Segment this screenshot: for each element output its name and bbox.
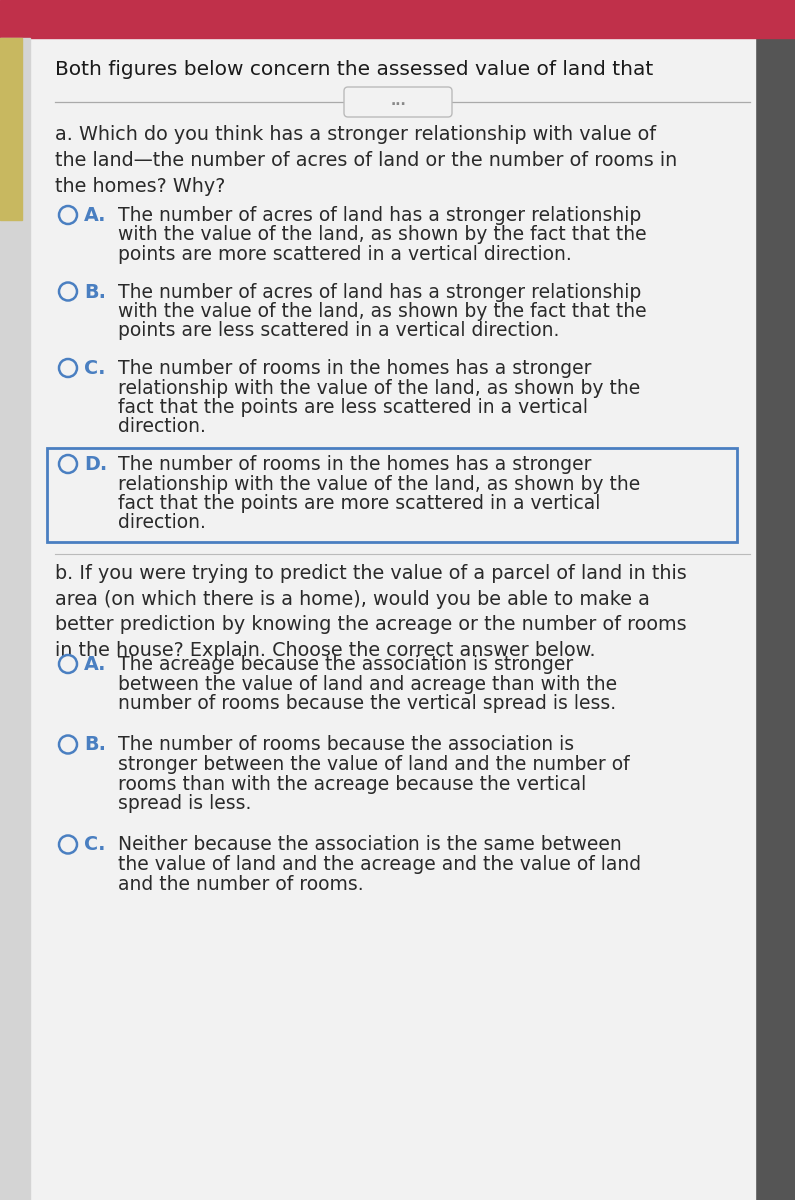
Text: and the number of rooms.: and the number of rooms. (118, 875, 363, 894)
Text: D.: D. (84, 455, 107, 474)
Text: A.: A. (84, 655, 107, 674)
Text: The acreage because the association is stronger: The acreage because the association is s… (118, 655, 573, 674)
Bar (0, 0, 795, 38)
Text: relationship with the value of the land, as shown by the: relationship with the value of the land,… (118, 378, 640, 397)
Text: ...: ... (390, 94, 406, 108)
Text: the value of land and the acreage and the value of land: the value of land and the acreage and th… (118, 854, 641, 874)
Text: spread is less.: spread is less. (118, 794, 251, 814)
Text: stronger between the value of land and the number of: stronger between the value of land and t… (118, 755, 630, 774)
Text: rooms than with the acreage because the vertical: rooms than with the acreage because the … (118, 774, 586, 793)
Text: fact that the points are less scattered in a vertical: fact that the points are less scattered … (118, 398, 588, 416)
Text: direction.: direction. (118, 514, 206, 533)
Text: points are less scattered in a vertical direction.: points are less scattered in a vertical … (118, 322, 560, 341)
Text: direction.: direction. (118, 418, 206, 437)
Text: relationship with the value of the land, as shown by the: relationship with the value of the land,… (118, 474, 640, 493)
Bar (0, 38, 30, 1200)
Text: points are more scattered in a vertical direction.: points are more scattered in a vertical … (118, 245, 572, 264)
Bar (755, 0, 795, 1200)
Text: b. If you were trying to predict the value of a parcel of land in this
area (on : b. If you were trying to predict the val… (55, 564, 687, 660)
Text: A.: A. (84, 206, 107, 226)
Text: C.: C. (84, 359, 106, 378)
Text: with the value of the land, as shown by the fact that the: with the value of the land, as shown by … (118, 226, 646, 245)
Text: Neither because the association is the same between: Neither because the association is the s… (118, 835, 622, 854)
Text: B.: B. (84, 736, 106, 755)
FancyBboxPatch shape (47, 448, 737, 542)
Text: C.: C. (84, 835, 106, 854)
FancyBboxPatch shape (344, 86, 452, 116)
Text: Both figures below concern the assessed value of land that: Both figures below concern the assessed … (55, 60, 653, 79)
Text: with the value of the land, as shown by the fact that the: with the value of the land, as shown by … (118, 302, 646, 320)
Text: The number of acres of land has a stronger relationship: The number of acres of land has a strong… (118, 282, 642, 301)
Bar (0, 38, 22, 220)
Text: The number of rooms in the homes has a stronger: The number of rooms in the homes has a s… (118, 359, 591, 378)
Text: between the value of land and acreage than with the: between the value of land and acreage th… (118, 674, 617, 694)
Text: The number of acres of land has a stronger relationship: The number of acres of land has a strong… (118, 206, 642, 226)
Text: fact that the points are more scattered in a vertical: fact that the points are more scattered … (118, 494, 600, 514)
Text: The number of rooms in the homes has a stronger: The number of rooms in the homes has a s… (118, 455, 591, 474)
Text: B.: B. (84, 282, 106, 301)
Text: The number of rooms because the association is: The number of rooms because the associat… (118, 736, 574, 755)
Text: number of rooms because the vertical spread is less.: number of rooms because the vertical spr… (118, 694, 616, 713)
Text: a. Which do you think has a stronger relationship with value of
the land—the num: a. Which do you think has a stronger rel… (55, 125, 677, 196)
